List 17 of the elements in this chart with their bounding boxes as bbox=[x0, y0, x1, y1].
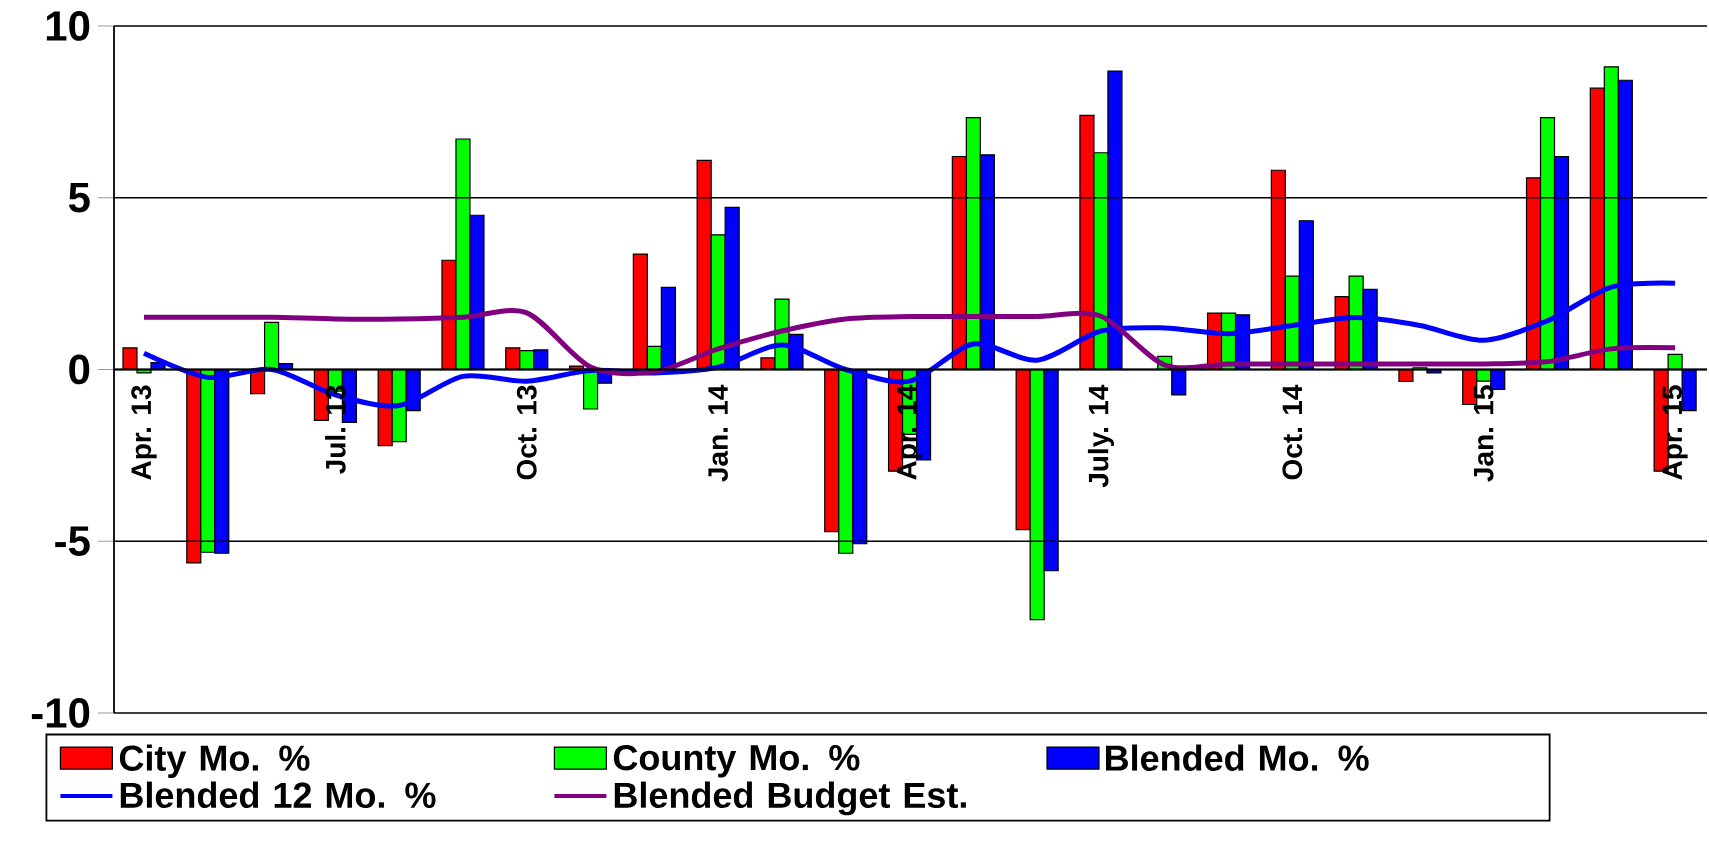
x-tick-label: Apr. 13 bbox=[131, 385, 157, 480]
x-tick-label: Oct. 13 bbox=[516, 385, 537, 480]
x-tick-label: Jan. 14 bbox=[708, 384, 728, 482]
legend-label: Blended Mo. % bbox=[1106, 744, 1369, 771]
y-tick-label: 0 bbox=[69, 354, 90, 385]
y-tick-label: -5 bbox=[55, 526, 90, 556]
x-tick-label: Jan. 15 bbox=[1473, 385, 1494, 482]
legend-label: Blended 12 Mo. % bbox=[120, 781, 436, 809]
y-tick-label: 10 bbox=[46, 11, 90, 41]
x-tick-label: Apr. 15 bbox=[1662, 385, 1688, 480]
y-tick-label: -10 bbox=[31, 698, 90, 728]
y-tick-label: 5 bbox=[68, 183, 90, 213]
legend-label: Blended Budget Est. bbox=[614, 781, 966, 816]
x-tick-label: Oct. 14 bbox=[1282, 384, 1303, 480]
legend-label: City Mo. % bbox=[119, 744, 310, 779]
x-tick-label: July. 14 bbox=[1087, 384, 1114, 488]
legend-label: County Mo. % bbox=[613, 744, 860, 778]
